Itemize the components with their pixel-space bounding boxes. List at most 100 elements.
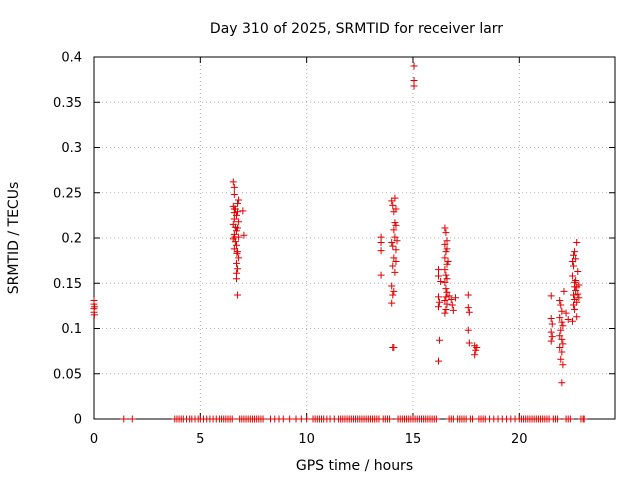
data-point — [235, 254, 243, 262]
data-point — [410, 62, 418, 70]
data-point — [410, 82, 418, 90]
data-point — [448, 301, 456, 309]
data-point — [573, 239, 581, 247]
y-tick-label: 0.25 — [53, 186, 82, 201]
data-point — [441, 309, 449, 317]
y-tick-label: 0.15 — [53, 277, 82, 292]
data-point — [90, 296, 98, 304]
data-point — [559, 340, 567, 348]
data-point — [574, 290, 582, 298]
data-point — [442, 285, 450, 293]
data-point — [441, 224, 449, 232]
chart-title: Day 310 of 2025, SRMTID for receiver lar… — [210, 21, 503, 37]
data-point — [239, 207, 247, 215]
data-point — [572, 277, 580, 285]
data-point — [556, 296, 564, 304]
data-point — [434, 266, 442, 274]
data-point — [389, 291, 397, 299]
data-point — [235, 196, 243, 204]
y-axis-label: SRMTID / TECUs — [6, 182, 22, 295]
data-point — [465, 339, 473, 347]
x-tick-label: 5 — [196, 432, 204, 447]
data-point — [259, 415, 267, 423]
data-point — [575, 281, 583, 289]
data-point — [437, 277, 445, 285]
data-point — [574, 267, 582, 275]
data-point — [570, 262, 578, 270]
data-point — [558, 335, 566, 343]
data-point — [391, 268, 399, 276]
data-point — [377, 247, 385, 255]
data-point — [443, 288, 451, 296]
data-point — [377, 239, 385, 247]
data-point — [442, 271, 450, 279]
data-point — [231, 233, 239, 241]
y-tick-label: 0.4 — [61, 51, 82, 66]
data-point — [228, 415, 236, 423]
data-point — [436, 298, 444, 306]
data-point — [234, 265, 242, 273]
y-tick-label: 0 — [74, 413, 82, 428]
data-point — [230, 191, 238, 199]
y-tick-label: 0.1 — [61, 322, 82, 337]
x-axis-label: GPS time / hours — [296, 458, 413, 474]
data-point — [229, 178, 237, 186]
data-point — [240, 231, 248, 239]
data-point — [547, 328, 555, 336]
data-point — [547, 337, 555, 345]
data-point — [377, 271, 385, 279]
data-point — [465, 308, 473, 316]
data-point — [547, 292, 555, 300]
data-point — [556, 344, 564, 352]
y-tick-label: 0.05 — [53, 367, 82, 382]
data-point — [570, 301, 578, 309]
data-point — [449, 306, 457, 314]
data-point — [442, 305, 450, 313]
data-point — [464, 291, 472, 299]
data-point — [566, 415, 574, 423]
data-point — [390, 254, 398, 262]
data-point — [548, 320, 556, 328]
data-point — [558, 379, 566, 387]
data-point — [232, 241, 240, 249]
data-point — [234, 291, 242, 299]
data-point — [441, 240, 449, 248]
data-point — [232, 275, 240, 283]
data-point — [564, 315, 572, 323]
data-point — [303, 415, 311, 423]
data-point — [572, 255, 580, 263]
data-point — [568, 272, 576, 280]
data-point — [442, 248, 450, 256]
data-point — [559, 361, 567, 369]
data-point — [90, 311, 98, 319]
data-point — [557, 326, 565, 334]
data-point — [441, 296, 449, 304]
data-point — [562, 309, 570, 317]
y-tick-label: 0.35 — [53, 96, 82, 111]
data-point — [571, 305, 579, 313]
data-point — [471, 351, 479, 359]
data-point — [388, 239, 396, 247]
data-point — [388, 299, 396, 307]
data-point — [580, 415, 588, 423]
data-point — [442, 293, 450, 301]
data-point — [232, 259, 240, 267]
data-point — [571, 248, 579, 256]
data-point — [234, 248, 242, 256]
data-point — [557, 301, 565, 309]
data-point — [390, 344, 398, 352]
data-point — [230, 205, 238, 213]
data-point — [393, 237, 401, 245]
data-point — [473, 344, 481, 352]
data-point — [570, 251, 578, 259]
data-point — [570, 291, 578, 299]
data-point — [286, 415, 294, 423]
data-point — [388, 282, 396, 290]
data-point — [441, 278, 449, 286]
data-point — [571, 283, 579, 291]
data-point — [573, 313, 581, 321]
data-point — [554, 415, 562, 423]
data-point — [390, 287, 398, 295]
